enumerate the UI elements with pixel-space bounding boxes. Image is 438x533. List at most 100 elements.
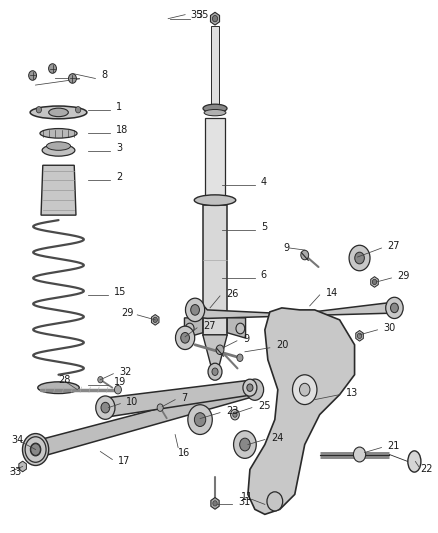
Text: 27: 27 (388, 241, 400, 251)
Circle shape (240, 438, 250, 451)
Circle shape (75, 107, 81, 113)
Circle shape (372, 279, 377, 285)
Circle shape (31, 443, 40, 455)
Text: 31: 31 (238, 497, 250, 507)
Text: 18: 18 (117, 125, 129, 135)
Circle shape (157, 404, 163, 411)
Circle shape (216, 345, 224, 354)
Polygon shape (211, 26, 219, 116)
Circle shape (243, 379, 257, 396)
Text: 4: 4 (261, 177, 267, 187)
Polygon shape (203, 335, 227, 365)
Circle shape (96, 396, 115, 419)
Circle shape (267, 492, 283, 511)
Text: 5: 5 (261, 222, 267, 232)
Polygon shape (105, 380, 251, 417)
Circle shape (68, 74, 76, 83)
Polygon shape (356, 330, 364, 341)
Circle shape (188, 405, 212, 434)
Ellipse shape (46, 142, 71, 150)
Text: 22: 22 (420, 464, 433, 474)
Circle shape (98, 376, 103, 383)
Text: 7: 7 (181, 393, 187, 402)
Circle shape (212, 15, 218, 22)
Text: 27: 27 (203, 321, 215, 331)
Text: 6: 6 (261, 270, 267, 280)
Text: 9: 9 (243, 334, 249, 344)
Text: 35: 35 (190, 10, 202, 20)
Text: 25: 25 (258, 401, 270, 410)
Polygon shape (184, 318, 203, 338)
Polygon shape (211, 12, 219, 25)
Ellipse shape (38, 382, 79, 393)
Circle shape (101, 402, 110, 413)
Polygon shape (227, 318, 246, 338)
Text: 26: 26 (226, 289, 238, 299)
Circle shape (236, 323, 245, 334)
Polygon shape (19, 461, 26, 472)
Text: 17: 17 (118, 456, 131, 466)
Circle shape (36, 107, 42, 113)
Text: 8: 8 (101, 69, 107, 79)
Ellipse shape (30, 106, 87, 119)
Text: 30: 30 (384, 323, 396, 333)
Text: 21: 21 (388, 441, 400, 450)
Text: 29: 29 (397, 271, 410, 281)
Text: 11: 11 (241, 492, 253, 503)
Text: 23: 23 (226, 406, 238, 416)
Circle shape (213, 500, 217, 506)
Text: 10: 10 (126, 397, 138, 407)
Text: 14: 14 (326, 288, 338, 298)
Text: 15: 15 (114, 287, 127, 297)
Circle shape (357, 333, 362, 338)
Circle shape (28, 71, 36, 80)
Text: 24: 24 (271, 433, 283, 442)
Text: 33: 33 (10, 467, 22, 478)
Text: 29: 29 (121, 308, 134, 318)
Text: 34: 34 (12, 434, 24, 445)
Circle shape (208, 363, 222, 380)
Circle shape (194, 413, 206, 426)
Circle shape (233, 412, 237, 417)
Polygon shape (205, 118, 225, 200)
Circle shape (349, 245, 370, 271)
Text: 13: 13 (346, 387, 358, 398)
Ellipse shape (194, 195, 236, 206)
Circle shape (391, 303, 399, 313)
Polygon shape (248, 308, 355, 514)
Polygon shape (371, 277, 378, 287)
Circle shape (230, 409, 239, 420)
Circle shape (353, 447, 366, 462)
Circle shape (185, 298, 205, 321)
Ellipse shape (204, 109, 226, 116)
Text: 9: 9 (284, 243, 290, 253)
Circle shape (237, 354, 243, 361)
Circle shape (212, 368, 218, 375)
Circle shape (25, 437, 46, 462)
Circle shape (153, 317, 157, 322)
Circle shape (301, 251, 309, 260)
Polygon shape (211, 497, 219, 509)
Circle shape (191, 304, 199, 315)
Circle shape (386, 297, 403, 319)
Ellipse shape (40, 128, 77, 138)
Circle shape (114, 385, 121, 394)
Text: 16: 16 (178, 448, 191, 457)
Circle shape (176, 326, 195, 350)
Ellipse shape (49, 108, 68, 117)
Circle shape (185, 323, 194, 334)
Text: 3: 3 (117, 143, 123, 154)
Polygon shape (34, 383, 256, 458)
Ellipse shape (42, 144, 75, 156)
Circle shape (246, 379, 264, 400)
Circle shape (181, 333, 190, 343)
Circle shape (355, 252, 364, 264)
Circle shape (22, 433, 49, 465)
Ellipse shape (203, 104, 227, 112)
Circle shape (300, 383, 310, 396)
Text: 1: 1 (117, 102, 123, 112)
Text: 2: 2 (117, 172, 123, 182)
Circle shape (233, 431, 256, 458)
Polygon shape (203, 205, 227, 335)
Text: 19: 19 (114, 377, 127, 387)
